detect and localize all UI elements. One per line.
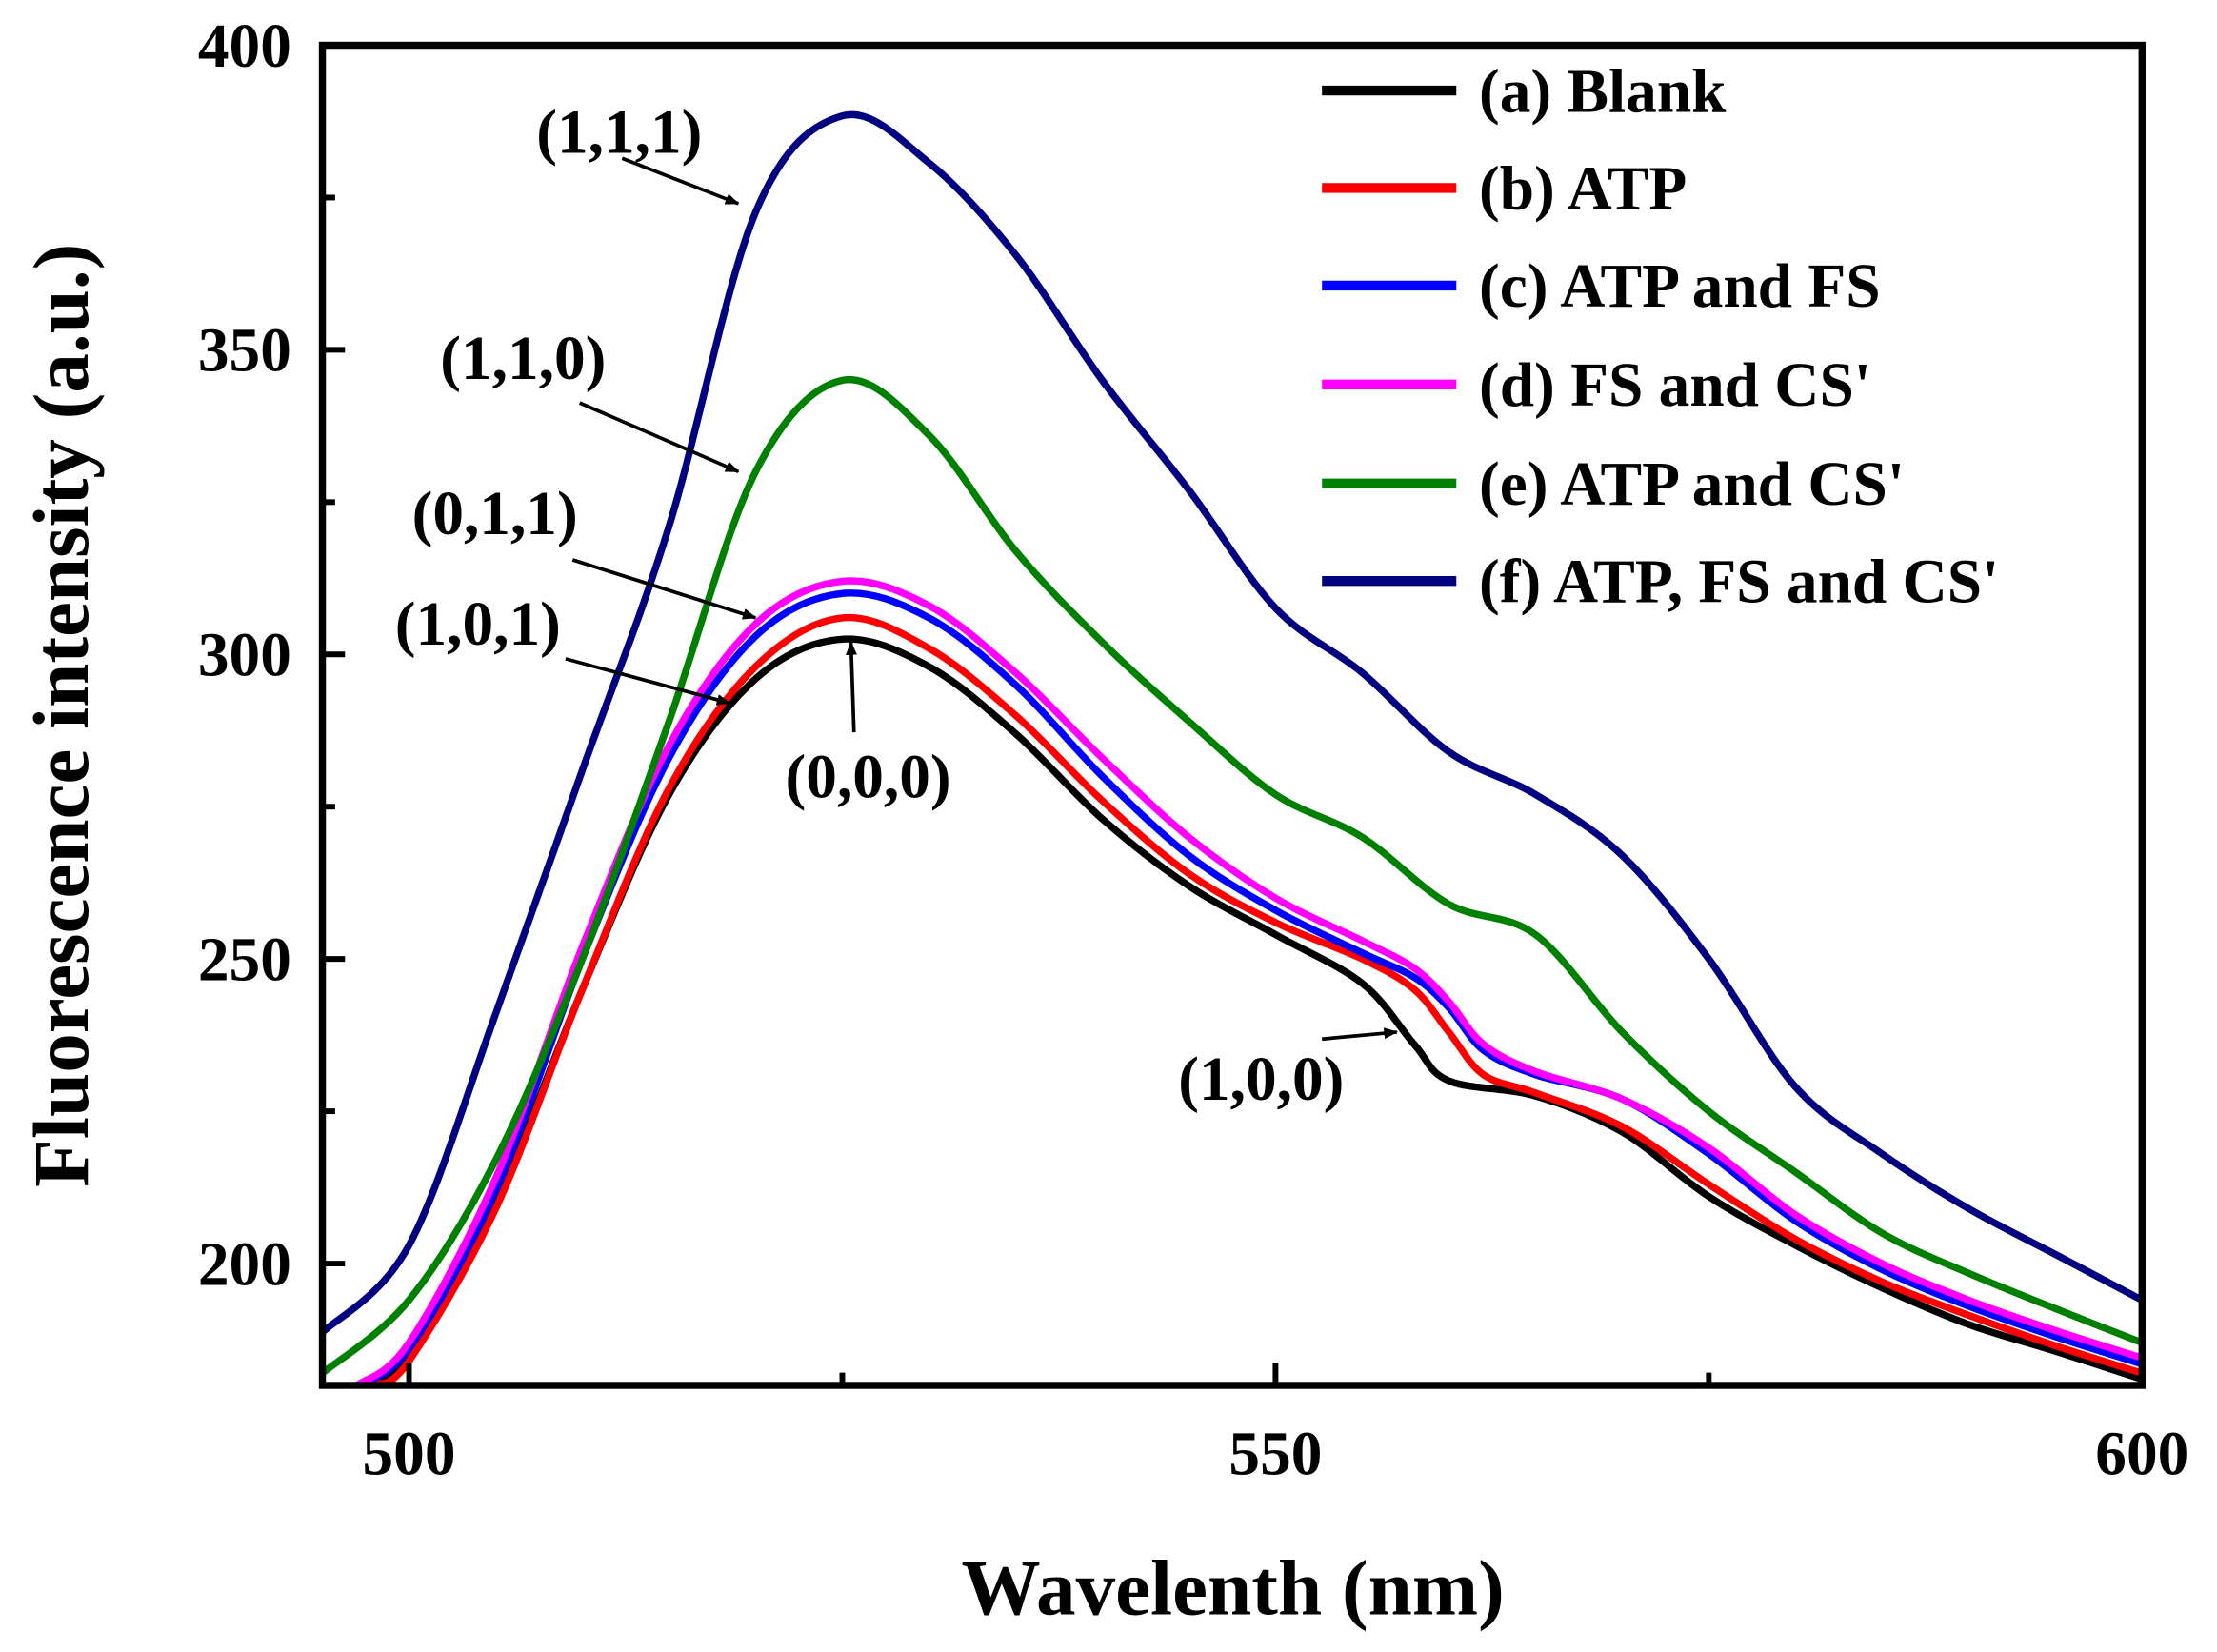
annotation-label: (1,1,0): [440, 325, 606, 393]
series-line-a: [364, 635, 2143, 1385]
annotation-label: (0,0,0): [786, 743, 951, 811]
tick-layer: 500 550 600 200 250 300 350 400: [198, 12, 2188, 1489]
annotation-arrow: [621, 156, 740, 206]
y-tick-label: 300: [198, 622, 291, 690]
legend-label: (d) FS and CS': [1479, 351, 1871, 420]
x-tick-label: 500: [363, 1421, 456, 1489]
series-line-f: [322, 110, 2143, 1336]
series-line-d: [354, 577, 2143, 1385]
annotation-layer: (1,1,1) (1,1,0) (0,1,1) (1,0,1) (0,0,0) (1,0,…: [395, 98, 1399, 1114]
annotation-arrow: [565, 657, 731, 706]
annotation-arrow: [578, 401, 740, 474]
legend-label: (e) ATP and CS': [1479, 450, 1905, 519]
series-line-b: [371, 613, 2143, 1385]
series-layer: [322, 110, 2143, 1385]
y-tick-label: 200: [198, 1230, 291, 1299]
legend-label: (f) ATP, FS and CS': [1479, 547, 1999, 616]
y-tick-label: 400: [198, 12, 291, 81]
series-line-e: [322, 375, 2143, 1377]
annotation-label: (1,0,0): [1178, 1045, 1344, 1114]
legend: (a) Blank (b) ATP (c) ATP and FS (d) FS and…: [1322, 57, 1999, 616]
annotation-label: (0,1,1): [412, 480, 578, 548]
annotation-arrow: [571, 558, 757, 620]
y-tick-label: 350: [198, 317, 291, 386]
annotation-arrow: [1322, 1027, 1399, 1042]
y-tick-label: 250: [198, 926, 291, 994]
x-axis-title: Wavelenth (nm): [961, 1544, 1504, 1632]
series-line-c: [354, 589, 2143, 1385]
annotation-label: (1,1,1): [536, 98, 702, 167]
annotation-label: (1,0,1): [395, 590, 561, 659]
plot-frame: [318, 41, 2147, 1389]
y-axis-title: Fluorescence intensity (a.u.): [17, 244, 105, 1187]
legend-label: (b) ATP: [1479, 155, 1687, 224]
x-tick-label: 600: [2095, 1421, 2188, 1489]
x-tick-label: 550: [1228, 1421, 1322, 1489]
legend-label: (a) Blank: [1479, 57, 1727, 126]
legend-label: (c) ATP and FS: [1479, 252, 1881, 321]
annotation-arrow: [846, 641, 857, 733]
